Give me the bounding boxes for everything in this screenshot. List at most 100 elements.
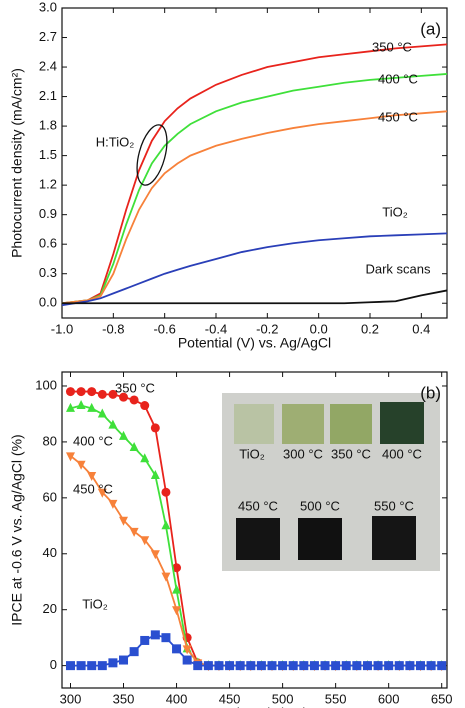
- marker: [140, 635, 150, 645]
- marker: [426, 661, 436, 671]
- marker: [415, 661, 425, 671]
- marker: [437, 661, 447, 671]
- marker: [256, 661, 266, 671]
- marker: [119, 655, 129, 665]
- x-tick-label: 500: [272, 691, 294, 706]
- marker: [246, 661, 256, 671]
- y-tick-label: 0.6: [39, 236, 57, 251]
- x-tick-label: 300: [60, 691, 82, 706]
- marker: [309, 661, 319, 671]
- marker: [97, 661, 107, 671]
- x-axis-label: Wavelength (nm): [201, 705, 307, 708]
- marker: [150, 630, 160, 640]
- plot-frame: [61, 7, 448, 319]
- inset-label: 350 °C: [331, 446, 371, 461]
- marker: [278, 661, 288, 671]
- panel-label: (a): [420, 19, 441, 38]
- marker: [405, 661, 415, 671]
- marker: [129, 442, 139, 452]
- annotation-ellipse: [136, 124, 168, 186]
- marker: [161, 572, 171, 582]
- y-tick-label: 2.1: [39, 88, 57, 103]
- sample: [282, 404, 324, 444]
- y-tick-label: 3.0: [39, 0, 57, 14]
- marker: [331, 661, 341, 671]
- marker: [87, 471, 97, 481]
- series-line: [62, 289, 448, 305]
- marker: [97, 408, 107, 418]
- marker: [235, 661, 245, 671]
- marker: [87, 387, 97, 397]
- series-label: 400 °C: [378, 71, 418, 86]
- marker: [362, 661, 372, 671]
- x-tick-label: -0.4: [205, 321, 227, 336]
- marker: [140, 536, 150, 546]
- series-label: 400 °C: [73, 433, 113, 448]
- marker: [76, 460, 86, 470]
- marker: [76, 661, 86, 671]
- inset-label: 450 °C: [238, 498, 278, 513]
- marker: [108, 658, 118, 668]
- y-tick-label: 2.7: [39, 29, 57, 44]
- marker: [193, 661, 203, 671]
- marker: [97, 488, 107, 498]
- y-tick-label: 60: [43, 489, 57, 504]
- marker: [97, 389, 107, 399]
- marker: [352, 661, 362, 671]
- y-tick-label: 2.4: [39, 58, 57, 73]
- series-line: [61, 232, 448, 307]
- x-tick-label: 600: [378, 691, 400, 706]
- marker: [108, 499, 118, 509]
- marker: [108, 419, 118, 429]
- marker: [65, 661, 75, 671]
- x-axis-label: Potential (V) vs. Ag/AgCl: [178, 335, 331, 351]
- sample: [234, 404, 274, 444]
- marker: [182, 645, 192, 655]
- marker: [182, 655, 192, 665]
- sample: [372, 516, 416, 560]
- inset-label: 550 °C: [374, 498, 414, 513]
- sample: [380, 402, 424, 444]
- marker: [384, 661, 394, 671]
- x-tick-label: -0.2: [256, 321, 278, 336]
- series-label: 450 °C: [73, 481, 113, 496]
- sample: [298, 518, 342, 560]
- x-tick-label: 650: [431, 691, 453, 706]
- x-tick-label: 0.4: [412, 321, 430, 336]
- y-tick-label: 20: [43, 601, 57, 616]
- x-tick-label: 0.2: [361, 321, 379, 336]
- marker: [150, 423, 160, 433]
- series-label: TiO₂: [382, 204, 408, 219]
- marker: [140, 401, 150, 411]
- series-line: [61, 73, 448, 305]
- marker: [288, 661, 298, 671]
- inset-label: TiO₂: [239, 446, 265, 461]
- y-tick-label: 1.8: [39, 118, 57, 133]
- y-tick-label: 0.3: [39, 265, 57, 280]
- marker: [119, 516, 129, 526]
- y-tick-label: 80: [43, 433, 57, 448]
- panel-label: (b): [420, 383, 441, 402]
- marker: [87, 661, 97, 671]
- annotation: H:TiO₂: [96, 134, 135, 149]
- x-tick-label: 550: [325, 691, 347, 706]
- sample: [236, 518, 280, 560]
- marker: [129, 527, 139, 537]
- x-tick-label: -0.8: [102, 321, 124, 336]
- series-label: TiO₂: [82, 596, 108, 611]
- x-tick-label: 0.0: [310, 321, 328, 336]
- marker: [172, 644, 182, 654]
- marker: [214, 661, 224, 671]
- marker: [299, 661, 309, 671]
- y-axis-label: IPCE at -0.6 V vs. Ag/AgCl (%): [9, 434, 25, 625]
- marker: [65, 452, 75, 462]
- marker: [140, 453, 150, 463]
- marker: [150, 469, 160, 479]
- x-tick-label: -0.6: [153, 321, 175, 336]
- y-tick-label: 0.9: [39, 206, 57, 221]
- marker: [203, 661, 213, 671]
- marker: [65, 387, 75, 397]
- marker: [341, 661, 351, 671]
- marker: [129, 395, 139, 405]
